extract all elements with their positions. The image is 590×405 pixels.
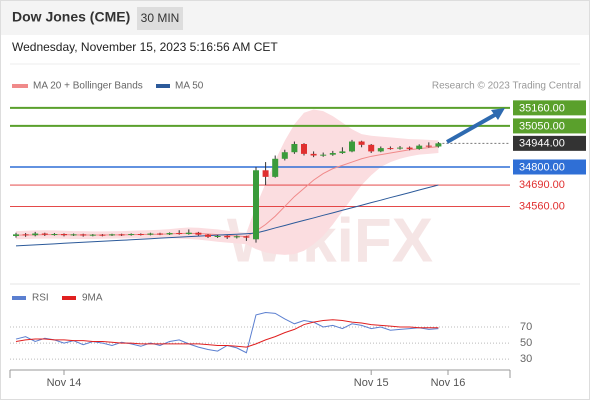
- candle-body: [166, 233, 173, 235]
- level-label: 34800.00: [519, 161, 565, 173]
- ma-line: [15, 184, 439, 247]
- candle-body: [176, 233, 183, 235]
- candle-body: [70, 234, 77, 236]
- candle-body: [157, 233, 163, 235]
- candle-body: [224, 236, 231, 238]
- legend-swatch: [62, 296, 76, 300]
- y-tick-label: 30: [520, 353, 532, 365]
- level-box: [513, 159, 586, 175]
- legend-label: RSI: [32, 293, 49, 304]
- candle-body: [387, 148, 394, 150]
- legend-label: MA 50: [175, 81, 204, 92]
- timeframe-tab[interactable]: [137, 7, 183, 30]
- legend-swatch: [12, 296, 26, 300]
- credit: Research © 2023 Trading Central: [432, 81, 581, 92]
- candle-body: [262, 170, 269, 177]
- candle-body: [243, 236, 250, 238]
- x-tick-label: Nov 16: [431, 377, 466, 389]
- candle-body: [128, 234, 135, 236]
- candle-body: [118, 234, 125, 236]
- legend-label: 9MA: [82, 293, 103, 304]
- bollinger-band: [16, 109, 439, 255]
- candle-body: [310, 153, 317, 156]
- candle-body: [397, 147, 403, 149]
- candle-body: [41, 233, 48, 235]
- candle-body: [329, 153, 336, 155]
- candle-body: [32, 233, 39, 236]
- candle-body: [406, 147, 413, 149]
- indicator-line: [15, 319, 439, 348]
- candle-body: [301, 144, 307, 154]
- forecast-arrow: [446, 110, 501, 144]
- datetime: Wednesday, November 15, 2023 5:16:56 AM …: [12, 40, 278, 54]
- level-label: 34560.00: [519, 200, 565, 212]
- candle-body: [147, 233, 154, 235]
- x-tick-label: Nov 15: [354, 377, 389, 389]
- level-label: 34944.00: [519, 138, 565, 150]
- y-tick-label: 50: [520, 337, 532, 349]
- candle-body: [99, 234, 106, 236]
- level-label: 34690.00: [519, 179, 565, 191]
- candle-body: [205, 234, 211, 237]
- candle-body: [358, 141, 365, 145]
- instrument-title: Dow Jones (CME): [12, 9, 130, 25]
- candle-body: [416, 145, 423, 149]
- header-bar: [1, 1, 589, 35]
- level-label: 35160.00: [519, 102, 565, 114]
- candle-body: [89, 234, 96, 236]
- legend-label: MA 20 + Bollinger Bands: [33, 81, 143, 92]
- x-tick-label: Nov 14: [47, 377, 82, 389]
- candle-body: [137, 234, 144, 236]
- legend-swatch: [12, 84, 28, 88]
- candle-body: [425, 145, 432, 147]
- candle-body: [109, 234, 115, 236]
- level-box: [513, 135, 586, 151]
- candle-body: [272, 158, 279, 177]
- candle-body: [22, 234, 29, 236]
- candle-body: [61, 234, 67, 236]
- candle-body: [435, 143, 442, 147]
- candle-body: [51, 234, 58, 236]
- legend-swatch: [156, 84, 170, 88]
- candle-body: [320, 154, 327, 156]
- forecast-arrow-head: [491, 108, 505, 120]
- level-box: [513, 100, 586, 116]
- price-plot: 35160.00 35050.00 34944.00 34800.00 34690.00…: [10, 100, 586, 255]
- candle-body: [195, 232, 202, 235]
- level-box: [513, 118, 586, 134]
- candle-body: [253, 170, 259, 240]
- candle-body: [377, 148, 384, 152]
- y-tick-label: 70: [520, 321, 532, 333]
- candle-body: [339, 151, 346, 154]
- candle-body: [291, 144, 298, 153]
- candle-body: [233, 236, 240, 238]
- level-label: 35050.00: [519, 120, 565, 132]
- candle-body: [80, 234, 87, 236]
- candle-body: [185, 232, 192, 235]
- candle-body: [13, 234, 19, 236]
- candle-body: [368, 144, 375, 152]
- timeframe-label[interactable]: 30 MIN: [141, 11, 180, 25]
- candle-body: [214, 236, 221, 237]
- rsi-plot: 70 50 30: [10, 312, 532, 365]
- candle-body: [281, 152, 288, 159]
- candle-body: [349, 141, 355, 152]
